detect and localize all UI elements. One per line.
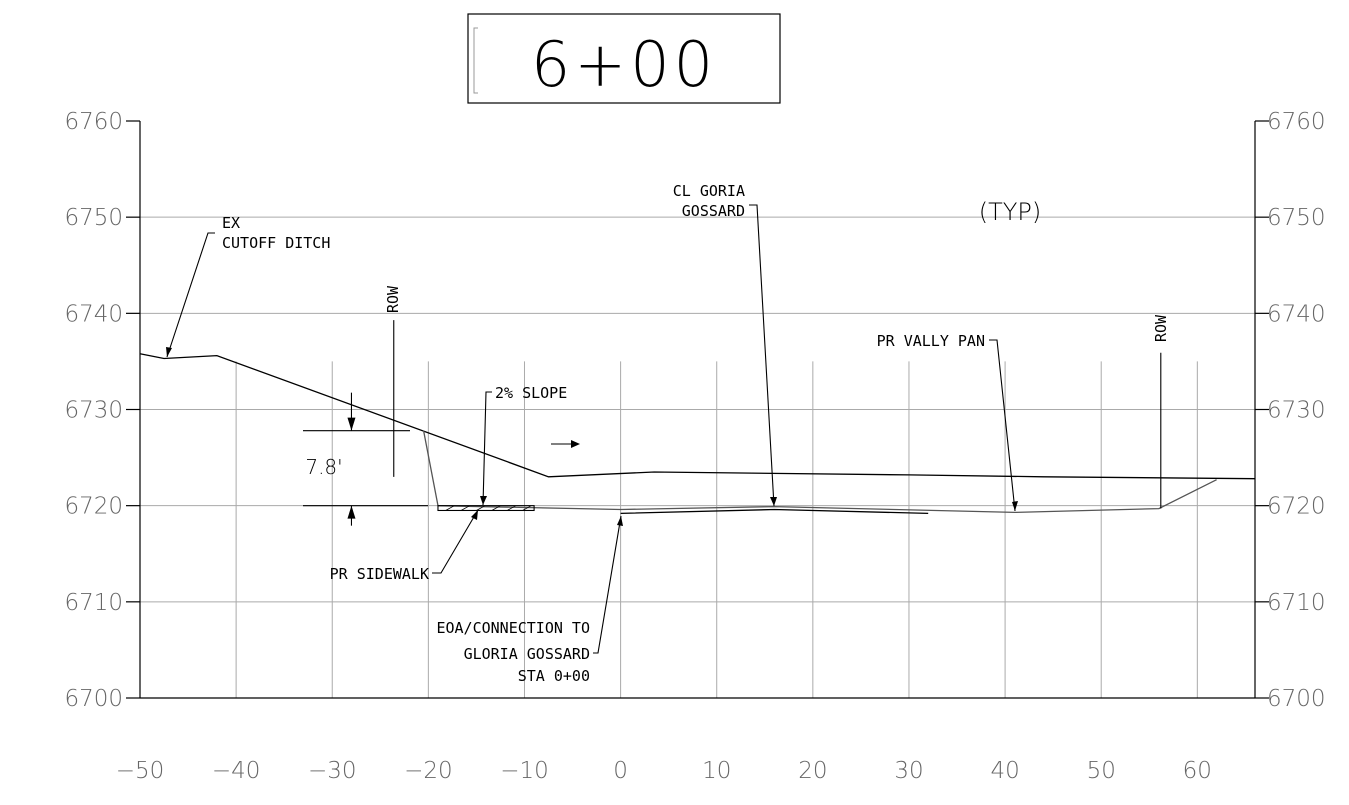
row-label-right: ROW (1152, 314, 1170, 342)
x-tick-label: 20 (798, 758, 827, 784)
typical-label: (TYP) (979, 198, 1042, 226)
y-tick-label-right: 6750 (1267, 205, 1326, 231)
plot-frame (126, 120, 1269, 699)
sidewalk-hatch (491, 505, 501, 511)
sidewalk-arrowhead (471, 510, 478, 520)
y-tick-label-right: 6760 (1267, 109, 1326, 135)
callout-arrowheads (166, 347, 1018, 526)
callout-leaders (166, 204, 1016, 654)
x-axis-tick-labels: −50 −40 −30 −20 −10 0 10 20 30 40 50 60 (116, 758, 1212, 784)
y-tick-label-left: 6720 (64, 494, 123, 520)
sidewalk-hatch (476, 505, 486, 511)
dimension-label: 7.8' (305, 455, 342, 479)
row-label-left: ROW (384, 285, 402, 313)
x-tick-label: 40 (990, 758, 1019, 784)
slope-leader (482, 391, 492, 506)
x-tick-label: −10 (500, 758, 549, 784)
station-title: 6+00 (531, 28, 717, 101)
valley-pan-label: PR VALLY PAN (877, 332, 985, 350)
y-tick-label-right: 6740 (1267, 301, 1326, 327)
sidewalk-leader (432, 509, 479, 574)
x-tick-label: 60 (1183, 758, 1212, 784)
x-tick-label: 0 (613, 758, 628, 784)
sidewalk-hatch (522, 505, 532, 511)
y-tick-label-left: 6710 (64, 590, 123, 616)
x-tick-label: −30 (308, 758, 357, 784)
y-tick-label-left: 6740 (64, 301, 123, 327)
x-tick-label: 50 (1087, 758, 1116, 784)
station-title-box (467, 13, 781, 104)
x-tick-label: −20 (404, 758, 453, 784)
cutoff-ditch-label-line2: CUTOFF DITCH (222, 234, 330, 252)
sidewalk-slab (437, 505, 535, 512)
eoa-label-line1: EOA/CONNECTION TO (436, 619, 590, 637)
slope-arrowhead (480, 496, 487, 505)
sidewalk-hatch (506, 505, 517, 511)
eoa-label-line2: GLORIA GOSSARD (464, 645, 590, 663)
cutoff-ditch-arrowhead (166, 347, 172, 357)
proposed-section-bottom-line (620, 508, 929, 515)
centerline-leader (749, 204, 775, 507)
section-marks (303, 320, 1162, 526)
y-tick-label-right: 6720 (1267, 494, 1326, 520)
x-tick-label: −50 (116, 758, 165, 784)
valley-pan-arrowhead (1012, 501, 1018, 511)
centerline-label-line1: CL GORIA (673, 182, 745, 200)
y-tick-label-right: 6730 (1267, 398, 1326, 424)
valley-pan-leader (989, 339, 1016, 512)
slope-label: 2% SLOPE (495, 384, 567, 402)
sidewalk-label: PR SIDEWALK (330, 565, 429, 583)
y-tick-label-left: 6730 (64, 398, 123, 424)
profile-lines (139, 353, 1256, 515)
eoa-leader (593, 515, 622, 654)
proposed-grade-line (422, 430, 1217, 514)
centerline-label-line2: GOSSARD (682, 202, 745, 220)
sidewalk-hatch (445, 505, 455, 511)
centerline-arrowhead (770, 497, 777, 506)
cutoff-ditch-label-line1: EX (222, 214, 240, 232)
y-tick-label-left: 6750 (64, 205, 123, 231)
y-axis-tick-labels: 6700 6700 6710 6710 6720 6720 6730 6730 6740 6740… (64, 109, 1325, 712)
existing-ground-line (139, 353, 1256, 480)
sidewalk-hatch (460, 505, 470, 511)
x-tick-label: −40 (212, 758, 261, 784)
y-tick-label-left: 6700 (64, 686, 123, 712)
cutoff-ditch-leader (166, 232, 215, 358)
title-box-bracket (473, 27, 478, 94)
eoa-label-line3: STA 0+00 (518, 667, 590, 685)
y-tick-label-left: 6760 (64, 109, 123, 135)
y-tick-label-right: 6710 (1267, 590, 1326, 616)
y-tick-label-right: 6700 (1267, 686, 1326, 712)
direction-arrowhead (571, 440, 580, 448)
dimension-arrow-bottom (347, 505, 356, 519)
dimension-arrow-top (347, 417, 356, 431)
eoa-arrowhead (617, 516, 623, 526)
x-tick-label: 30 (894, 758, 923, 784)
x-tick-label: 10 (702, 758, 731, 784)
